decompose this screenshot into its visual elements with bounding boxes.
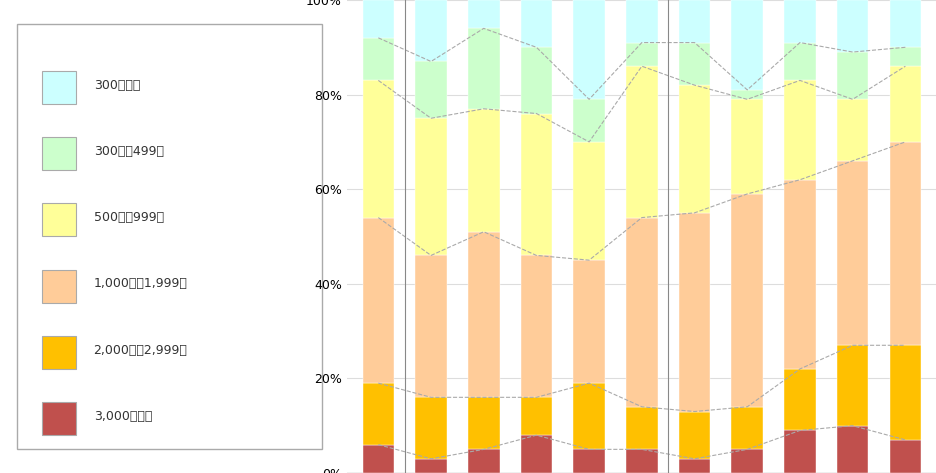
Bar xyxy=(520,255,551,397)
Bar xyxy=(362,383,394,445)
Bar xyxy=(888,0,920,47)
Bar xyxy=(783,180,815,369)
Bar xyxy=(415,0,446,61)
Bar xyxy=(731,99,762,194)
Bar xyxy=(731,194,762,407)
Bar xyxy=(362,218,394,383)
Bar xyxy=(520,397,551,435)
Bar xyxy=(888,345,920,440)
Bar xyxy=(415,459,446,473)
Bar xyxy=(731,0,762,90)
Bar xyxy=(362,445,394,473)
Bar xyxy=(731,90,762,99)
Bar xyxy=(573,0,605,99)
Bar xyxy=(362,80,394,218)
Bar xyxy=(362,38,394,80)
Bar xyxy=(678,459,709,473)
Bar xyxy=(836,99,868,161)
Bar xyxy=(783,80,815,180)
Bar xyxy=(888,142,920,345)
FancyBboxPatch shape xyxy=(41,402,76,435)
Bar xyxy=(573,449,605,473)
Bar xyxy=(836,0,868,52)
Bar xyxy=(888,440,920,473)
Bar xyxy=(573,383,605,449)
Bar xyxy=(783,369,815,430)
Bar xyxy=(783,43,815,80)
Bar xyxy=(415,61,446,118)
Bar xyxy=(625,218,657,407)
Bar xyxy=(415,397,446,459)
Text: 3,000円以上: 3,000円以上 xyxy=(94,410,152,423)
Bar xyxy=(467,397,499,449)
Bar xyxy=(625,407,657,449)
Text: 500円～999円: 500円～999円 xyxy=(94,211,164,224)
Bar xyxy=(362,0,394,38)
Bar xyxy=(731,407,762,449)
FancyBboxPatch shape xyxy=(17,24,322,449)
Bar xyxy=(573,99,605,142)
Bar xyxy=(678,0,709,43)
Bar xyxy=(836,426,868,473)
Text: 1,000円～1,999円: 1,000円～1,999円 xyxy=(94,277,187,290)
Bar xyxy=(625,66,657,218)
Bar xyxy=(467,109,499,232)
Bar xyxy=(573,260,605,383)
FancyBboxPatch shape xyxy=(41,336,76,369)
Bar xyxy=(625,449,657,473)
Bar xyxy=(888,66,920,142)
FancyBboxPatch shape xyxy=(41,203,76,236)
Bar xyxy=(415,118,446,255)
Text: 2,000円～2,999円: 2,000円～2,999円 xyxy=(94,343,187,357)
Bar xyxy=(625,0,657,43)
Bar xyxy=(783,430,815,473)
Bar xyxy=(678,412,709,459)
Bar xyxy=(467,232,499,397)
Bar xyxy=(415,255,446,397)
Bar xyxy=(520,0,551,47)
Bar xyxy=(678,213,709,412)
Bar xyxy=(520,47,551,114)
Bar xyxy=(731,449,762,473)
Bar xyxy=(836,345,868,426)
Bar xyxy=(467,28,499,109)
Bar xyxy=(573,142,605,260)
Bar xyxy=(783,0,815,43)
Bar xyxy=(467,0,499,28)
Text: 300円未満: 300円未満 xyxy=(94,79,139,92)
FancyBboxPatch shape xyxy=(41,270,76,303)
FancyBboxPatch shape xyxy=(41,71,76,104)
Bar xyxy=(625,43,657,66)
Bar xyxy=(678,85,709,213)
Bar xyxy=(836,52,868,99)
Bar xyxy=(467,449,499,473)
Bar xyxy=(520,114,551,255)
Bar xyxy=(836,161,868,345)
Bar xyxy=(678,43,709,85)
FancyBboxPatch shape xyxy=(41,137,76,170)
Bar xyxy=(888,47,920,66)
Text: 300円～499円: 300円～499円 xyxy=(94,145,164,158)
Bar xyxy=(520,435,551,473)
